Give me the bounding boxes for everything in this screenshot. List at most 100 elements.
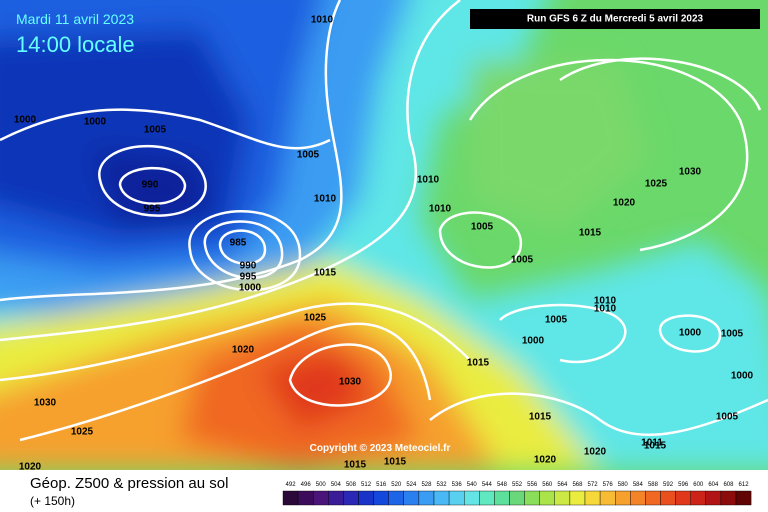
isobar-label: 1020 (19, 462, 42, 473)
isobar-label: 1015 (644, 441, 667, 452)
isobar-label: 1005 (716, 412, 739, 423)
isobar-label: 1010 (594, 304, 617, 315)
scale-swatch (524, 490, 540, 506)
scale-swatch (297, 490, 314, 506)
isobar-label: 1011 (641, 438, 663, 449)
map-time: 14:00 locale (16, 32, 135, 57)
scale-swatch (599, 490, 616, 506)
isobar-label: 1030 (339, 377, 362, 388)
scale-label: 540 (467, 482, 478, 488)
scale-label: 552 (512, 482, 523, 488)
isobar-label: 1005 (144, 125, 167, 136)
isobar-label: 1015 (579, 228, 602, 239)
scale-label: 512 (361, 482, 372, 488)
scale-swatch (464, 490, 480, 506)
isobar-label: 1030 (34, 398, 57, 409)
scale-swatch (690, 490, 707, 506)
footer-title: Géop. Z500 & pression au sol (30, 475, 228, 492)
scale-swatch (448, 490, 465, 506)
isobar-label: 1015 (314, 268, 337, 279)
isobar-label: 1025 (304, 313, 327, 324)
scale-label: 612 (739, 482, 750, 488)
isobar-label: 1010 (417, 175, 440, 186)
isobar-label: 1010 (594, 296, 617, 307)
scale-label: 504 (331, 482, 342, 488)
map-field (0, 0, 768, 470)
scale-swatch (433, 490, 450, 506)
scale-label: 572 (588, 482, 599, 488)
scale-label: 584 (633, 482, 644, 488)
isobar-label: 1020 (534, 455, 557, 466)
isobar-label: 1010 (314, 194, 337, 205)
scale-label: 580 (618, 482, 629, 488)
scale-swatch (675, 490, 691, 506)
scale-swatch (584, 490, 601, 506)
isobar-label: 1000 (679, 328, 702, 339)
scale-swatch (509, 490, 525, 506)
isobar-label: 1025 (645, 179, 668, 190)
scale-swatch (539, 490, 556, 506)
scale-label: 576 (603, 482, 614, 488)
isobar-label: 1015 (344, 460, 367, 471)
scale-swatch (479, 490, 495, 506)
scale-label: 496 (301, 482, 312, 488)
color-scale: 492 496 500 504 508 512 516 520 524 528 532 536 540 5… (282, 482, 752, 506)
scale-swatch (373, 490, 389, 506)
scale-label: 532 (437, 482, 448, 488)
isobar-label: 985 (230, 238, 247, 249)
scale-swatch (282, 490, 299, 506)
isobar-label: 1020 (613, 198, 636, 209)
isobar-label: 1010 (311, 15, 334, 26)
isobar-label: 1015 (384, 457, 407, 468)
isobar-label: 1005 (721, 329, 744, 340)
isobar-label: 995 (240, 272, 257, 283)
isobar-label: 990 (142, 180, 159, 191)
scale-swatch (358, 490, 374, 506)
scale-label: 492 (286, 482, 297, 488)
scale-label: 536 (452, 482, 463, 488)
scale-label: 524 (406, 482, 417, 488)
isobar-label: 1005 (297, 150, 320, 161)
isobar-label: 1010 (429, 204, 452, 215)
isobar-label: 1000 (239, 283, 262, 294)
isobar-label: 1000 (14, 115, 37, 126)
isobar-label: 1000 (84, 117, 107, 128)
isobar-label: 1005 (471, 222, 494, 233)
isobar-label: 1005 (511, 255, 534, 266)
run-box (470, 9, 760, 29)
run-info: Run GFS 6 Z du Mercredi 5 avril 2023 (527, 14, 704, 25)
scale-swatch (343, 490, 359, 506)
isobar-label: 1015 (529, 412, 552, 423)
scale-label: 564 (557, 482, 568, 488)
isobar-label: 1000 (731, 371, 754, 382)
scale-swatch (418, 490, 435, 506)
isobar-label: 995 (144, 204, 161, 215)
scale-swatch (645, 490, 661, 506)
map-date: Mardi 11 avril 2023 (16, 11, 134, 27)
copyright: Copyright © 2023 Meteociel.fr (310, 443, 451, 454)
scale-label: 500 (316, 482, 327, 488)
scale-label: 600 (693, 482, 704, 488)
scale-label: 560 (542, 482, 553, 488)
isobar-label: 1015 (467, 358, 490, 369)
isobar-label: 1020 (232, 345, 255, 356)
scale-swatch (569, 490, 586, 506)
scale-label: 592 (663, 482, 674, 488)
scale-swatch (720, 490, 737, 506)
isobar-label: 1000 (522, 336, 545, 347)
scale-swatch (388, 490, 405, 506)
scale-swatch (735, 490, 752, 506)
scale-label: 556 (527, 482, 538, 488)
scale-swatch (660, 490, 676, 506)
scale-swatch (403, 490, 420, 506)
scale-label: 508 (346, 482, 357, 488)
scale-label: 520 (391, 482, 402, 488)
scale-label: 528 (421, 482, 432, 488)
scale-swatch (313, 490, 329, 506)
scale-swatch (630, 490, 646, 506)
scale-label: 548 (497, 482, 508, 488)
scale-label: 516 (376, 482, 387, 488)
